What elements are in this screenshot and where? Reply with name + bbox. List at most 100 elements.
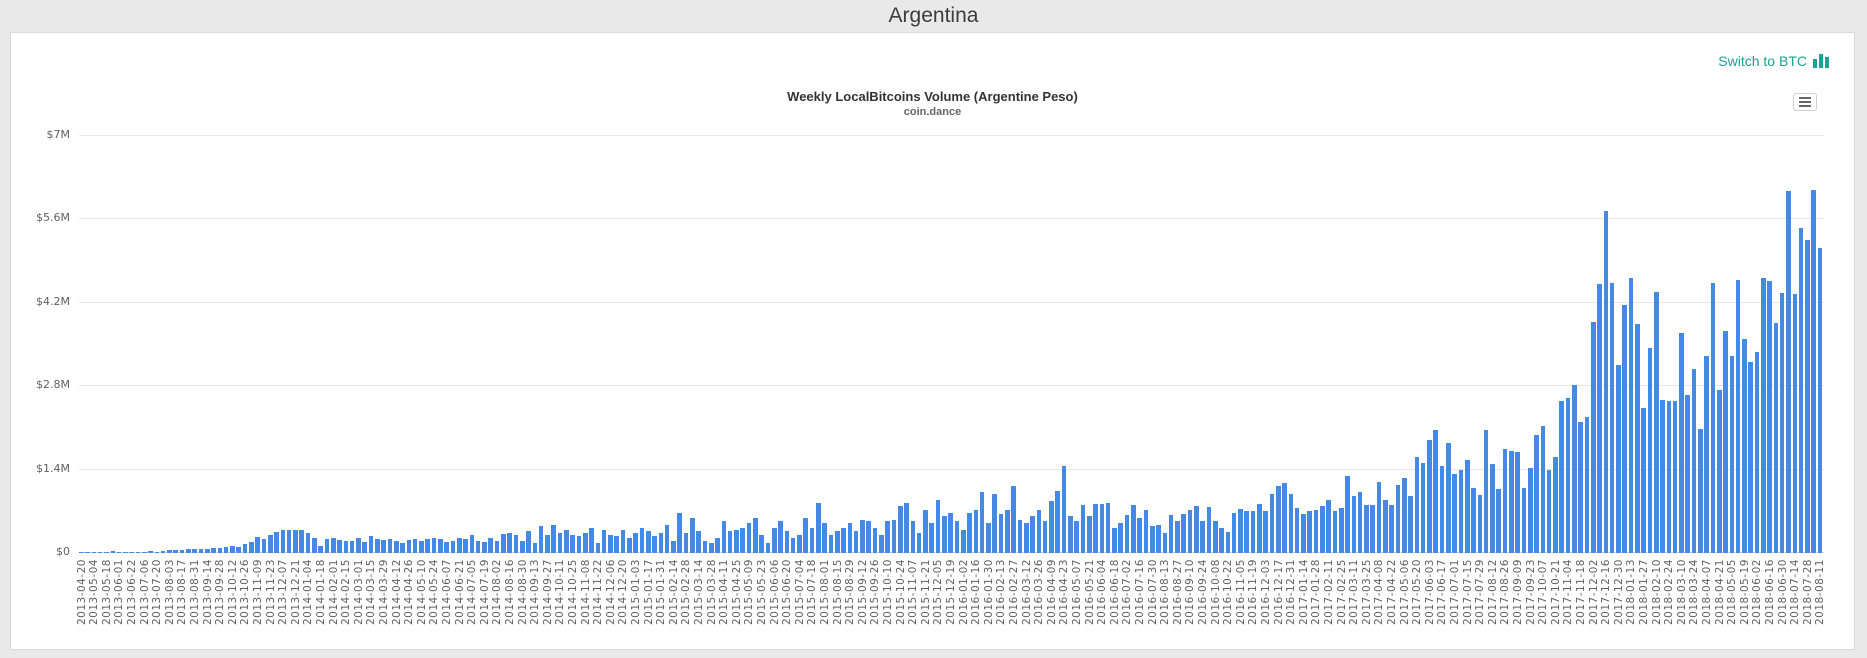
- volume-bar[interactable]: [746, 522, 752, 553]
- volume-bar[interactable]: [192, 549, 197, 553]
- volume-bar[interactable]: [1156, 525, 1161, 553]
- volume-bar[interactable]: [280, 530, 286, 553]
- volume-bar[interactable]: [1414, 456, 1420, 553]
- volume-bar[interactable]: [614, 536, 620, 553]
- volume-bar[interactable]: [1086, 516, 1092, 553]
- volume-bar[interactable]: [664, 524, 670, 553]
- volume-bar[interactable]: [173, 549, 179, 553]
- volume-bar[interactable]: [942, 516, 947, 553]
- volume-bar[interactable]: [1275, 486, 1281, 553]
- volume-bar[interactable]: [91, 552, 97, 553]
- volume-bar[interactable]: [400, 542, 405, 553]
- volume-bar[interactable]: [1124, 514, 1130, 553]
- volume-bar[interactable]: [627, 538, 632, 553]
- volume-bar[interactable]: [671, 541, 676, 553]
- volume-bar[interactable]: [1534, 434, 1539, 553]
- volume-bar[interactable]: [1017, 519, 1023, 553]
- chart-context-menu-button[interactable]: [1793, 93, 1817, 111]
- volume-bar[interactable]: [1641, 408, 1646, 553]
- volume-bar[interactable]: [904, 503, 909, 553]
- volume-bar[interactable]: [727, 531, 733, 553]
- volume-bar[interactable]: [545, 534, 550, 553]
- volume-bar[interactable]: [1464, 459, 1470, 553]
- volume-bar[interactable]: [1446, 442, 1451, 553]
- volume-bar[interactable]: [872, 528, 878, 553]
- volume-bar[interactable]: [1710, 283, 1716, 553]
- switch-to-btc-link[interactable]: Switch to BTC: [1718, 53, 1829, 69]
- volume-bar[interactable]: [1647, 348, 1653, 553]
- volume-bar[interactable]: [1364, 504, 1369, 553]
- volume-bar[interactable]: [1370, 504, 1376, 553]
- volume-bar[interactable]: [834, 531, 840, 553]
- volume-bar[interactable]: [551, 524, 557, 553]
- volume-bar[interactable]: [1471, 488, 1476, 553]
- volume-bar[interactable]: [1792, 293, 1798, 553]
- volume-bar[interactable]: [1093, 503, 1098, 553]
- volume-bar[interactable]: [1055, 491, 1061, 553]
- volume-bar[interactable]: [784, 531, 790, 553]
- volume-bar[interactable]: [1294, 508, 1300, 553]
- volume-bar[interactable]: [526, 531, 531, 553]
- volume-bar[interactable]: [1616, 364, 1621, 553]
- volume-bar[interactable]: [356, 538, 361, 553]
- volume-bar[interactable]: [652, 536, 657, 553]
- volume-bar[interactable]: [979, 492, 985, 553]
- volume-bar[interactable]: [1383, 499, 1388, 553]
- volume-bar[interactable]: [286, 529, 292, 553]
- volume-bar[interactable]: [1313, 509, 1319, 553]
- volume-bar[interactable]: [1357, 492, 1363, 553]
- volume-bar[interactable]: [1200, 521, 1205, 553]
- volume-bar[interactable]: [582, 533, 588, 553]
- volume-bar[interactable]: [1131, 505, 1136, 553]
- volume-bar[interactable]: [1540, 425, 1546, 553]
- volume-bar[interactable]: [1257, 503, 1262, 553]
- volume-bar[interactable]: [683, 533, 689, 553]
- volume-bar[interactable]: [790, 538, 796, 553]
- volume-bar[interactable]: [1389, 504, 1394, 553]
- volume-bar[interactable]: [595, 542, 601, 553]
- volume-bar[interactable]: [1225, 532, 1231, 553]
- volume-bar[interactable]: [1175, 521, 1180, 553]
- volume-bar[interactable]: [1452, 474, 1457, 553]
- volume-bar[interactable]: [589, 528, 594, 553]
- volume-bar[interactable]: [1509, 450, 1514, 553]
- volume-bar[interactable]: [1786, 191, 1791, 553]
- volume-bar[interactable]: [293, 529, 298, 553]
- volume-bar[interactable]: [1502, 448, 1508, 553]
- volume-bar[interactable]: [261, 539, 267, 553]
- volume-bar[interactable]: [1635, 324, 1640, 553]
- volume-bar[interactable]: [324, 539, 330, 553]
- volume-bar[interactable]: [312, 538, 317, 553]
- volume-bar[interactable]: [1773, 323, 1779, 553]
- volume-bar[interactable]: [1036, 509, 1042, 553]
- volume-bar[interactable]: [1546, 469, 1552, 553]
- volume-bar[interactable]: [1345, 475, 1350, 553]
- volume-bar[interactable]: [1376, 482, 1382, 553]
- volume-bar[interactable]: [1628, 278, 1634, 553]
- volume-bar[interactable]: [576, 536, 582, 553]
- volume-bar[interactable]: [1219, 528, 1224, 553]
- volume-bar[interactable]: [1515, 451, 1520, 553]
- volume-bar[interactable]: [1307, 511, 1313, 553]
- volume-bar[interactable]: [740, 528, 746, 553]
- volume-bar[interactable]: [1458, 469, 1464, 553]
- volume-bar[interactable]: [1149, 526, 1155, 553]
- volume-bar[interactable]: [1767, 280, 1772, 553]
- volume-bar[interactable]: [1011, 486, 1016, 553]
- volume-bar[interactable]: [557, 533, 563, 553]
- volume-bar[interactable]: [1483, 429, 1489, 553]
- volume-bar[interactable]: [1805, 239, 1810, 553]
- volume-bar[interactable]: [1553, 456, 1558, 553]
- volume-bar[interactable]: [179, 550, 185, 553]
- volume-bar[interactable]: [1288, 494, 1294, 553]
- volume-bar[interactable]: [299, 529, 305, 553]
- volume-bar[interactable]: [1263, 511, 1268, 553]
- volume-bar[interactable]: [1439, 466, 1445, 553]
- volume-bar[interactable]: [885, 521, 890, 553]
- volume-bar[interactable]: [677, 513, 683, 553]
- volume-bar[interactable]: [1779, 292, 1785, 553]
- volume-bar[interactable]: [1005, 509, 1010, 553]
- volume-bar[interactable]: [929, 522, 935, 553]
- volume-bar[interactable]: [916, 533, 922, 553]
- volume-bar[interactable]: [267, 535, 273, 553]
